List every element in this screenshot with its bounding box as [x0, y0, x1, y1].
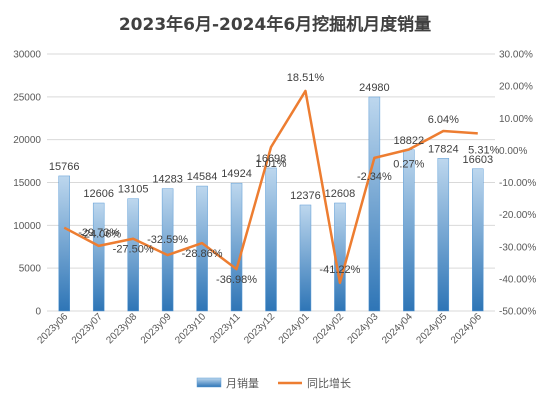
right-axis-tick-label: -20.00%	[499, 210, 536, 221]
x-axis-tick-label: 2024y05	[415, 311, 450, 346]
bar	[299, 204, 312, 312]
bar-value-label: 14584	[187, 171, 218, 183]
right-axis-tick-label: -30.00%	[499, 242, 536, 253]
left-axis-tick-label: 20000	[13, 135, 41, 146]
bar-value-label: 17824	[428, 143, 459, 155]
x-axis-tick-label: 2024y06	[449, 311, 484, 346]
legend-swatch-bar	[196, 377, 222, 388]
x-axis-tick-label: 2024y04	[380, 311, 415, 346]
bar	[472, 168, 484, 312]
bar-value-label: 12606	[83, 188, 114, 200]
bar-value-label: 15766	[49, 161, 80, 173]
growth-value-label: -27.50%	[113, 244, 154, 256]
bar	[230, 182, 243, 312]
right-axis-tick-label: -10.00%	[499, 178, 536, 189]
left-axis-tick-label: 10000	[13, 221, 41, 232]
growth-value-label: -29.73%	[78, 227, 119, 239]
growth-value-label: 6.04%	[428, 114, 459, 126]
bar-value-label: 24980	[359, 82, 390, 94]
x-axis-tick-label: 2023y08	[104, 311, 139, 346]
bar-value-label: 18822	[394, 135, 425, 147]
x-axis-tick-label: 2024y03	[346, 311, 381, 346]
bar-value-label: 16603	[462, 154, 493, 166]
bar	[368, 96, 381, 312]
x-axis-tick-label: 2023y12	[242, 311, 277, 346]
left-axis-tick-label: 0	[35, 307, 41, 318]
legend-label-bar: 月销量	[226, 376, 259, 390]
growth-value-label: 5.31%	[468, 144, 499, 156]
growth-value-label: -41.22%	[319, 264, 360, 276]
growth-value-label: 18.51%	[287, 72, 325, 84]
left-axis-tick-label: 15000	[13, 178, 41, 189]
left-axis-tick-label: 5000	[19, 264, 42, 275]
bar	[437, 158, 450, 312]
left-axis-tick-label: 30000	[13, 50, 41, 61]
bar	[161, 188, 174, 312]
bar	[265, 167, 277, 312]
x-axis-tick-label: 2023y10	[173, 311, 208, 346]
bar	[92, 202, 105, 312]
bar-value-label: 12608	[325, 188, 356, 200]
growth-value-label: 1.01%	[255, 158, 286, 170]
growth-value-label: -36.98%	[216, 274, 257, 286]
x-axis-tick-label: 2024y01	[277, 311, 312, 346]
growth-value-label: -2.34%	[357, 171, 392, 183]
growth-line	[63, 89, 478, 285]
bar-value-label: 12376	[290, 190, 321, 202]
x-axis-tick-label: 2023y07	[70, 311, 105, 346]
x-axis-tick-label: 2023y09	[139, 311, 174, 346]
right-axis-tick-label: -50.00%	[499, 307, 536, 318]
bar	[127, 198, 139, 312]
growth-value-label: -28.86%	[182, 248, 223, 260]
x-axis-tick-label: 2023y11	[208, 311, 243, 346]
bar-value-label: 16698	[256, 153, 287, 165]
right-axis-tick-label: 0.00%	[499, 146, 527, 157]
right-axis-tick-label: -40.00%	[499, 274, 536, 285]
bar	[58, 175, 70, 312]
legend-label-line: 同比增长	[307, 376, 351, 390]
chart-title: 2023年6月-2024年6月挖掘机月度销量	[118, 15, 432, 35]
bar-value-label: 14924	[221, 168, 252, 180]
bar	[403, 149, 415, 312]
growth-value-label: 0.27%	[393, 159, 424, 171]
right-axis-tick-label: 20.00%	[499, 82, 533, 93]
right-axis-tick-label: 10.00%	[499, 114, 533, 125]
bar-value-label: 14283	[152, 174, 183, 186]
bar-value-label: 13105	[118, 184, 149, 196]
left-axis-tick-label: 25000	[13, 92, 41, 103]
right-axis-tick-label: 30.00%	[499, 50, 533, 61]
x-axis-tick-label: 2024y02	[311, 311, 346, 346]
growth-value-label: -24.06%	[80, 229, 121, 241]
growth-value-label: -32.59%	[147, 234, 188, 246]
